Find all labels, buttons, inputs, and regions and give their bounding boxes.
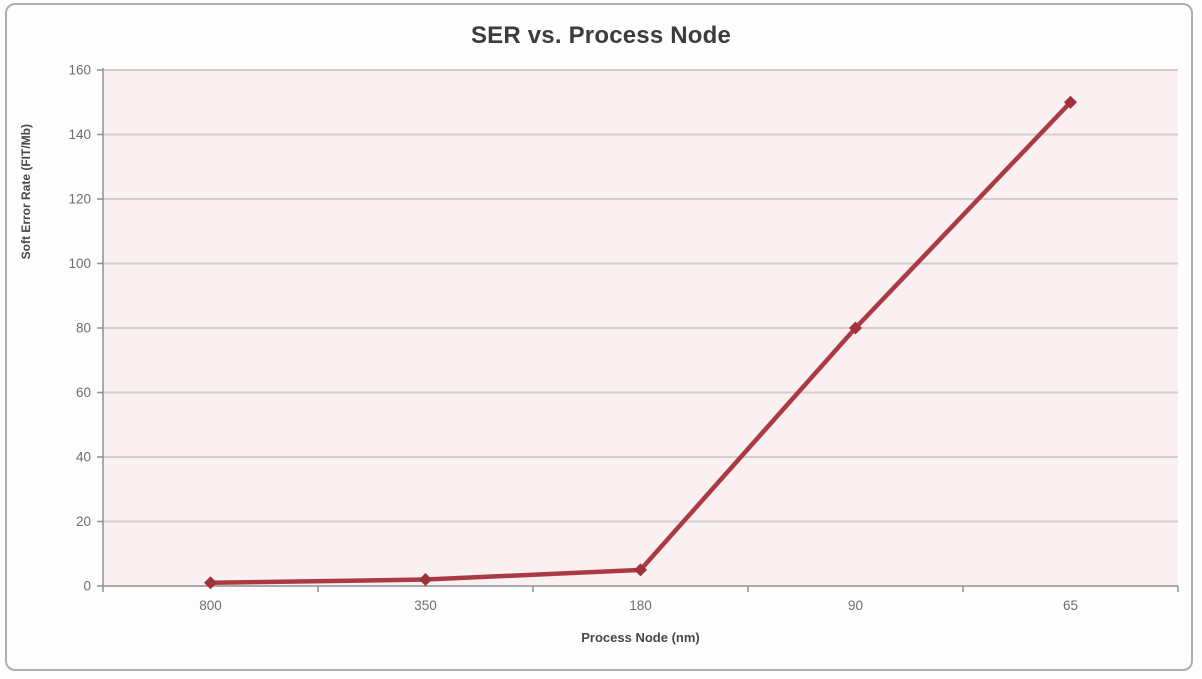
x-tick-label: 180 [629,598,652,613]
data-point-marker [204,576,217,590]
x-tick-label: 800 [199,598,222,613]
chart-title: SER vs. Process Node [470,22,732,49]
x-tick-label: 90 [848,598,863,613]
y-tick-label: 0 [83,579,91,594]
x-axis-title: Process Node (nm) [581,630,700,645]
y-tick-label: 20 [76,514,91,529]
data-point-marker [419,573,432,587]
y-tick-label: 80 [76,321,91,336]
data-point-marker [1064,95,1077,109]
x-tick-label: 65 [1063,598,1078,613]
data-point-marker [634,563,647,577]
y-tick-label: 60 [76,385,91,400]
y-axis-title: Soft Error Rate (FIT/Mb) [19,124,33,260]
y-tick-label: 120 [68,192,91,207]
y-tick-label: 100 [68,256,91,271]
y-tick-label: 160 [68,63,91,78]
y-tick-label: 40 [76,450,91,465]
x-tick-label: 350 [414,598,437,613]
y-tick-label: 140 [68,127,91,142]
data-point-marker [849,321,862,335]
